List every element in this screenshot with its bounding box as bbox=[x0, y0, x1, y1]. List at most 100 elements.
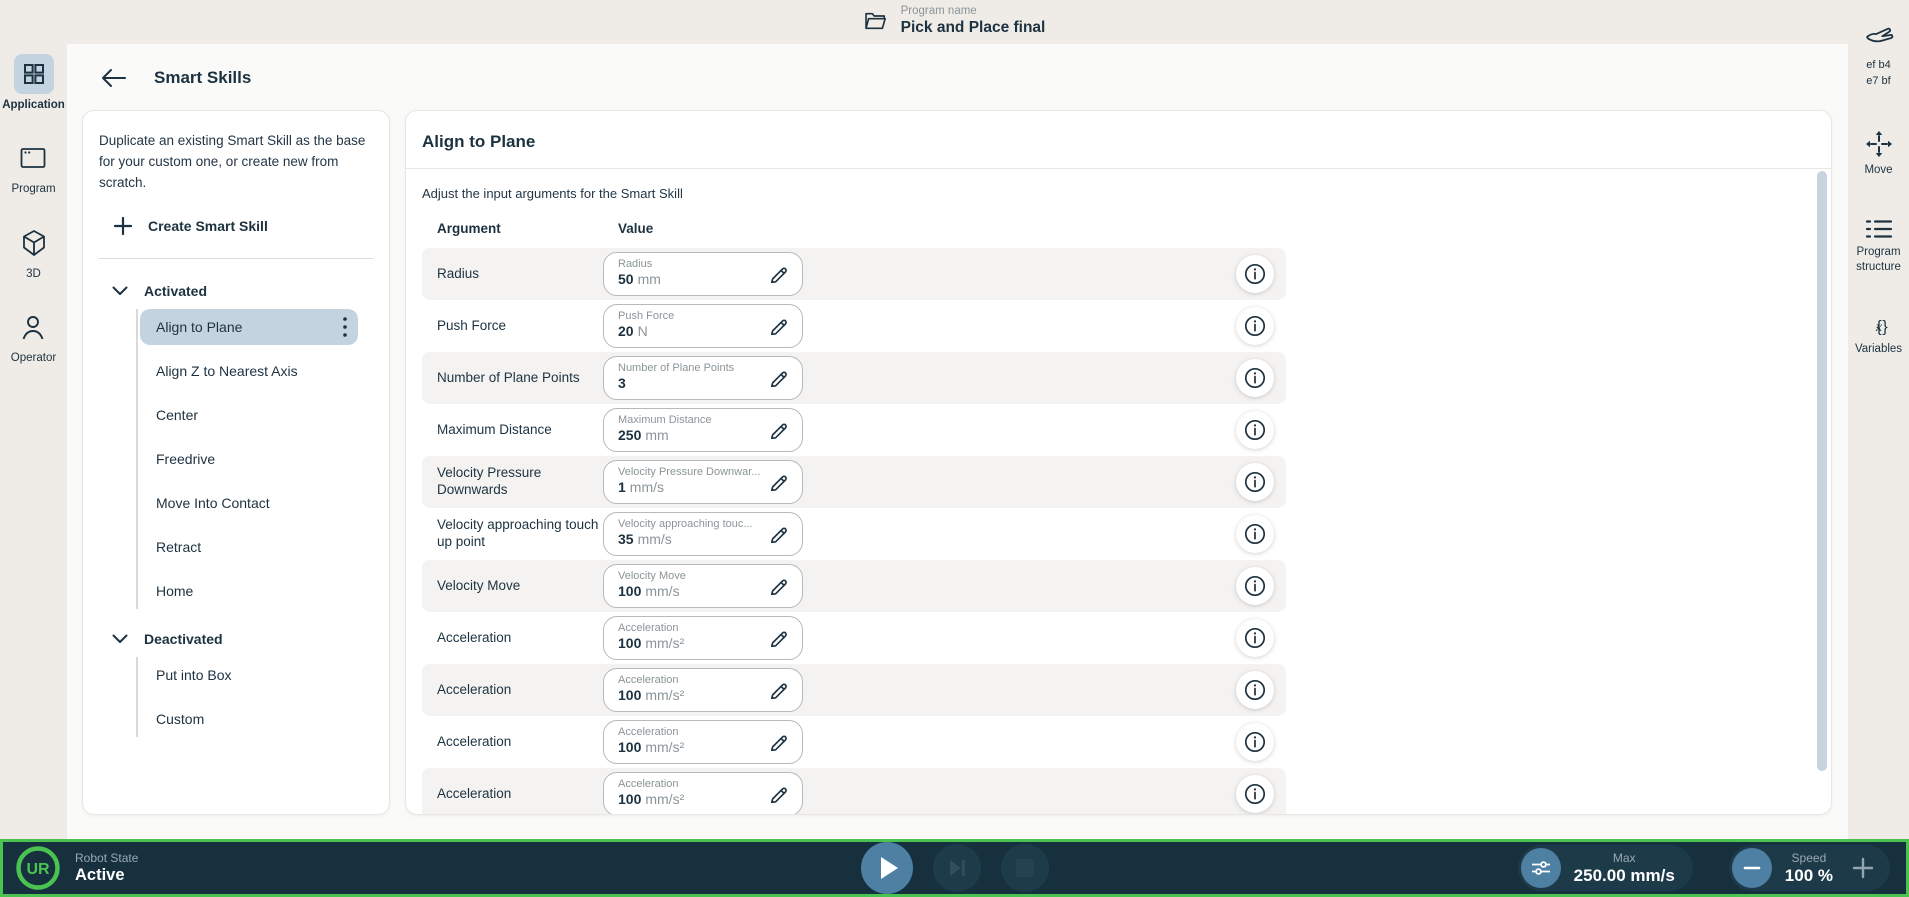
value-input[interactable]: Acceleration 100 mm/s² bbox=[603, 616, 803, 660]
value-number: 100 bbox=[618, 739, 642, 755]
info-button[interactable] bbox=[1236, 359, 1274, 397]
argument-name: Maximum Distance bbox=[437, 421, 552, 437]
info-button[interactable] bbox=[1236, 619, 1274, 657]
info-button[interactable] bbox=[1236, 567, 1274, 605]
value-line: 100 mm/s² bbox=[618, 739, 766, 755]
edit-pencil-icon[interactable] bbox=[767, 313, 793, 339]
value-input[interactable]: Velocity Pressure Downwar... 1 mm/s bbox=[603, 460, 803, 504]
value-input[interactable]: Acceleration 100 mm/s² bbox=[603, 772, 803, 814]
skill-item-custom[interactable]: Custom bbox=[140, 701, 358, 737]
value-input[interactable]: Acceleration 100 mm/s² bbox=[603, 668, 803, 712]
info-button[interactable] bbox=[1236, 775, 1274, 813]
value-field-label: Velocity Move bbox=[618, 570, 686, 582]
speed-settings-button[interactable] bbox=[1520, 848, 1561, 888]
info-icon bbox=[1243, 522, 1267, 546]
rightnav-item-variables[interactable]: {x}{Variables bbox=[1848, 315, 1909, 357]
speed-value: 100 % bbox=[1784, 865, 1833, 885]
back-button[interactable] bbox=[100, 64, 128, 92]
edit-pencil-icon[interactable] bbox=[767, 573, 793, 599]
sidebar-item-operator[interactable]: Operator bbox=[11, 307, 56, 365]
info-button[interactable] bbox=[1236, 307, 1274, 345]
info-button[interactable] bbox=[1236, 255, 1274, 293]
step-button[interactable] bbox=[932, 844, 981, 892]
stop-button[interactable] bbox=[1000, 844, 1049, 892]
chevron-down-icon bbox=[112, 634, 128, 644]
edit-pencil-icon[interactable] bbox=[767, 677, 793, 703]
edit-pencil-icon[interactable] bbox=[767, 521, 793, 547]
page-title: Smart Skills bbox=[154, 68, 252, 87]
value-input[interactable]: Number of Plane Points 3 bbox=[603, 356, 803, 400]
edit-pencil-icon[interactable] bbox=[767, 365, 793, 391]
app-grid-icon bbox=[13, 54, 54, 94]
sidebar-item-3d[interactable]: 3D bbox=[14, 223, 54, 281]
robot-state-block: UR Robot State Active bbox=[15, 845, 138, 891]
speed-increase-button[interactable] bbox=[1846, 851, 1880, 885]
skill-item-align-to-plane[interactable]: Align to Plane bbox=[140, 308, 358, 345]
argument-name: Acceleration bbox=[437, 785, 512, 801]
skill-item-freedrive[interactable]: Freedrive bbox=[140, 441, 358, 477]
value-field-label: Push Force bbox=[618, 310, 675, 322]
group-header-deactivated[interactable]: Deactivated bbox=[99, 631, 373, 647]
sidebar-item-application[interactable]: Application bbox=[2, 54, 65, 112]
scrollbar-thumb[interactable] bbox=[1817, 171, 1827, 771]
skill-item-move-into-contact[interactable]: Move Into Contact bbox=[140, 485, 358, 521]
value-input[interactable]: Acceleration 100 mm/s² bbox=[603, 720, 803, 764]
value-field-label: Radius bbox=[618, 258, 653, 270]
sidebar-item-program[interactable]: Program bbox=[11, 138, 56, 196]
program-name-block[interactable]: Program name Pick and Place final bbox=[864, 5, 1045, 37]
skill-item-label: Freedrive bbox=[156, 450, 216, 467]
value-input[interactable]: Radius 50 mm bbox=[603, 252, 803, 296]
sidebar-item-label: Operator bbox=[10, 352, 57, 365]
skill-item-retract[interactable]: Retract bbox=[140, 529, 358, 565]
value-number: 100 bbox=[618, 791, 642, 807]
value-unit: mm/s bbox=[645, 583, 680, 599]
gripper-hand-icon[interactable] bbox=[1864, 24, 1894, 48]
detail-title: Align to Plane bbox=[422, 132, 536, 151]
skills-description: Duplicate an existing Smart Skill as the… bbox=[99, 133, 366, 190]
argument-row: Radius Radius 50 mm bbox=[422, 248, 1286, 300]
skill-item-put-into-box[interactable]: Put into Box bbox=[140, 657, 358, 693]
argument-name: Velocity Move bbox=[437, 577, 521, 593]
value-input[interactable]: Push Force 20 N bbox=[603, 304, 803, 348]
skill-item-label: Put into Box bbox=[156, 666, 232, 683]
rightnav-item-move[interactable]: Move bbox=[1848, 130, 1909, 178]
edit-pencil-icon[interactable] bbox=[767, 729, 793, 755]
value-number: 1 bbox=[618, 479, 626, 495]
column-argument: Argument bbox=[437, 221, 501, 236]
playback-controls bbox=[860, 842, 1049, 894]
kebab-menu-icon[interactable] bbox=[342, 316, 348, 338]
edit-pencil-icon[interactable] bbox=[767, 781, 793, 807]
info-button[interactable] bbox=[1236, 463, 1274, 501]
value-line: 250 mm bbox=[618, 427, 766, 443]
edit-pencil-icon[interactable] bbox=[767, 417, 793, 443]
edit-pencil-icon[interactable] bbox=[767, 469, 793, 495]
edit-pencil-icon[interactable] bbox=[767, 261, 793, 287]
value-input[interactable]: Maximum Distance 250 mm bbox=[603, 408, 803, 452]
edit-pencil-icon[interactable] bbox=[767, 625, 793, 651]
info-button[interactable] bbox=[1236, 671, 1274, 709]
skill-item-home[interactable]: Home bbox=[140, 573, 358, 609]
info-button[interactable] bbox=[1236, 723, 1274, 761]
variables-icon: {x}{ bbox=[1864, 315, 1894, 337]
argument-row: Velocity Pressure Downwards Velocity Pres… bbox=[422, 456, 1286, 508]
robot-state-label: Robot State bbox=[75, 851, 139, 865]
info-icon bbox=[1243, 678, 1267, 702]
value-input[interactable]: Velocity Move 100 mm/s bbox=[603, 564, 803, 608]
sidebar-item-label: Application bbox=[2, 99, 65, 111]
skill-item-align-z-to-nearest-axis[interactable]: Align Z to Nearest Axis bbox=[140, 353, 358, 389]
info-button[interactable] bbox=[1236, 411, 1274, 449]
create-smart-skill-button[interactable]: Create Smart Skill bbox=[113, 216, 373, 236]
value-number: 100 bbox=[618, 635, 642, 651]
rightnav-item-program-structure[interactable]: Program structure bbox=[1848, 218, 1909, 275]
play-button[interactable] bbox=[860, 842, 913, 894]
ur-logo[interactable]: UR bbox=[15, 845, 61, 891]
info-icon bbox=[1243, 470, 1267, 494]
argument-name: Push Force bbox=[437, 317, 507, 333]
value-input[interactable]: Velocity approaching touc... 35 mm/s bbox=[603, 512, 803, 556]
speed-decrease-button[interactable] bbox=[1731, 848, 1772, 888]
skill-item-center[interactable]: Center bbox=[140, 397, 358, 433]
group-header-activated[interactable]: Activated bbox=[99, 283, 373, 299]
info-button[interactable] bbox=[1236, 515, 1274, 553]
skill-item-label: Home bbox=[156, 582, 194, 599]
